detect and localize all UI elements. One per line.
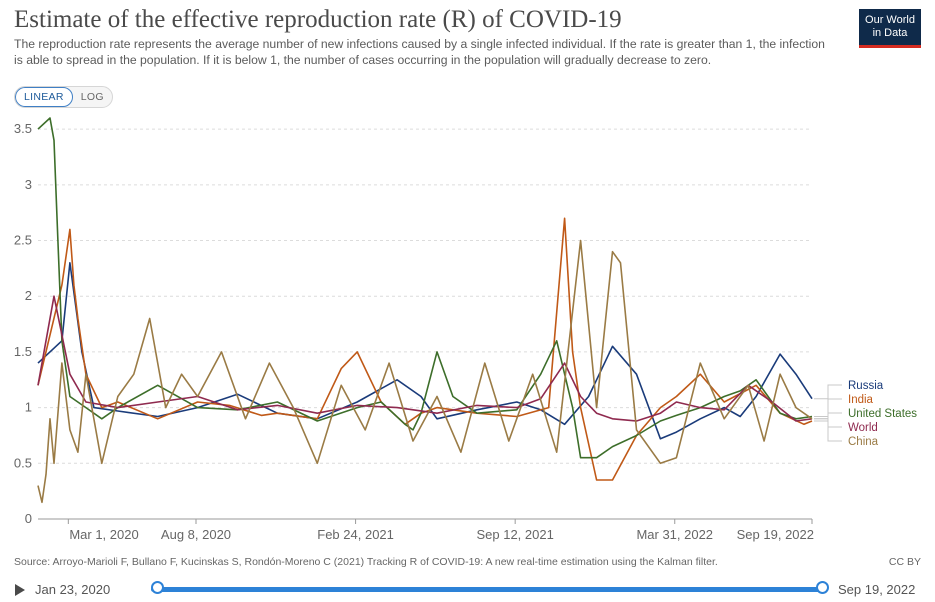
log-scale-button[interactable]: LOG <box>80 91 104 103</box>
y-tick-label: 1 <box>25 400 32 415</box>
logo-line-1: Our World <box>865 14 915 26</box>
owid-logo[interactable]: Our World in Data <box>859 9 921 48</box>
legend-label-russia[interactable]: Russia <box>848 380 884 392</box>
legend-connector <box>814 398 842 422</box>
y-tick-label: 2.5 <box>14 233 32 248</box>
axis-layer: 0 0.5 1 1.5 2 2.5 3 3.5 Mar 1, 2020 Aug 8, 2020 Fe… <box>14 121 814 542</box>
scale-toggle: LINEAR LOG <box>14 86 113 108</box>
chart-subtitle: The reproduction rate represents the ave… <box>14 37 825 67</box>
license-link[interactable]: CC BY <box>888 556 921 568</box>
linear-scale-button[interactable]: LINEAR <box>15 87 73 107</box>
series-line-united-states[interactable] <box>37 117 813 459</box>
logo-line-2: in Data <box>872 27 908 39</box>
x-tick-label: Sep 19, 2022 <box>737 527 814 542</box>
series-line-world[interactable] <box>37 295 813 422</box>
y-tick-label: 3.5 <box>14 121 32 136</box>
play-icon[interactable] <box>15 584 25 596</box>
x-tick-label: Mar 1, 2020 <box>69 527 138 542</box>
y-tick-label: 3 <box>25 177 32 192</box>
x-tick-label: Sep 12, 2021 <box>476 527 553 542</box>
series-layer <box>37 117 813 504</box>
legend-connector <box>814 418 842 442</box>
timeline: Jan 23, 2020 Sep 19, 2022 <box>0 576 935 602</box>
timeline-track[interactable] <box>151 587 823 592</box>
legend-label-china[interactable]: China <box>848 436 879 448</box>
grid-layer <box>38 128 812 520</box>
y-tick-label: 0.5 <box>14 455 32 470</box>
legend-connector <box>814 384 842 400</box>
legend-layer: Russia India United States World China <box>814 380 917 448</box>
source-note: Source: Arroyo-Marioli F, Bullano F, Kuc… <box>14 556 718 568</box>
y-tick-label: 1.5 <box>14 344 32 359</box>
timeline-end-label: Sep 19, 2022 <box>838 582 916 597</box>
chart-title: Estimate of the effective reproduction r… <box>14 6 622 33</box>
x-tick-label: Feb 24, 2021 <box>317 527 394 542</box>
legend-label-india[interactable]: India <box>848 394 874 406</box>
y-tick-label: 0 <box>25 511 32 526</box>
x-tick-label: Mar 31, 2022 <box>636 527 713 542</box>
timeline-start-handle[interactable] <box>151 581 164 594</box>
legend-connector <box>814 412 842 417</box>
timeline-start-label: Jan 23, 2020 <box>35 582 111 597</box>
series-line-china[interactable] <box>37 239 813 504</box>
x-tick-label: Aug 8, 2020 <box>161 527 231 542</box>
line-chart: 0 0.5 1 1.5 2 2.5 3 3.5 Mar 1, 2020 Aug 8, 2020 Fe… <box>14 117 917 542</box>
legend-label-united-states[interactable]: United States <box>848 408 917 420</box>
series-line-india[interactable] <box>37 217 813 481</box>
legend-label-world[interactable]: World <box>848 422 878 434</box>
y-tick-label: 2 <box>25 288 32 303</box>
timeline-end-handle[interactable] <box>816 581 829 594</box>
